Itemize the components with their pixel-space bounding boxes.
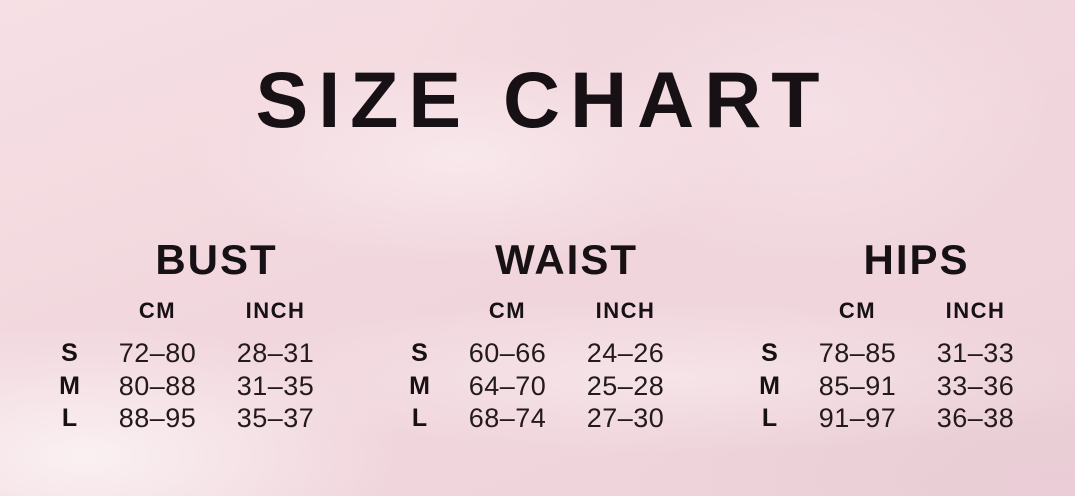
bust-table: CM INCH S 72–80 28–31 M 80–88 31–35 L 88… xyxy=(41,299,335,435)
waist-l-inch: 27–30 xyxy=(586,403,665,433)
size-label-m: M xyxy=(59,371,80,400)
section-waist: WAIST CM INCH S 60–66 24–26 M 64–70 25–2… xyxy=(391,239,685,435)
bust-m-inch: 31–35 xyxy=(236,370,315,401)
bust-s-cm: 72–80 xyxy=(118,338,197,368)
hips-s-cm: 78–85 xyxy=(818,338,897,368)
hips-table: CM INCH S 78–85 31–33 M 85–91 33–36 L 91… xyxy=(741,299,1035,435)
hips-l-inch: 36–38 xyxy=(936,403,1015,433)
col-header-inch: INCH xyxy=(595,298,656,323)
hips-m-inch: 33–36 xyxy=(936,370,1015,401)
size-label-m: M xyxy=(759,371,780,400)
corner-spacer xyxy=(391,299,449,337)
section-hips: HIPS CM INCH S 78–85 31–33 M 85–91 33–36… xyxy=(741,239,1035,435)
waist-m-inch: 25–28 xyxy=(586,370,665,401)
hips-s-inch: 31–33 xyxy=(936,338,1015,368)
corner-spacer xyxy=(41,299,99,337)
waist-m-cm: 64–70 xyxy=(468,370,547,401)
section-bust: BUST CM INCH S 72–80 28–31 M 80–88 31–35… xyxy=(41,239,335,435)
col-header-cm: CM xyxy=(488,298,527,323)
col-header-cm: CM xyxy=(838,298,877,323)
col-header-cm: CM xyxy=(138,298,177,323)
waist-l-cm: 68–74 xyxy=(468,403,547,433)
measurement-sections: BUST CM INCH S 72–80 28–31 M 80–88 31–35… xyxy=(0,239,1075,435)
size-label-l: L xyxy=(411,404,428,432)
size-label-s: S xyxy=(61,339,78,367)
size-label-l: L xyxy=(761,404,778,432)
section-title-waist: WAIST xyxy=(495,236,638,283)
section-title-bust: BUST xyxy=(155,236,278,283)
col-header-inch: INCH xyxy=(245,298,306,323)
page-title: SIZE CHART xyxy=(255,55,830,144)
bust-l-inch: 35–37 xyxy=(236,403,315,433)
hips-m-cm: 85–91 xyxy=(818,370,897,401)
hips-l-cm: 91–97 xyxy=(818,403,897,433)
col-header-inch: INCH xyxy=(945,298,1006,323)
waist-table: CM INCH S 60–66 24–26 M 64–70 25–28 L 68… xyxy=(391,299,685,435)
waist-s-cm: 60–66 xyxy=(468,338,547,368)
section-title-hips: HIPS xyxy=(863,236,970,283)
waist-s-inch: 24–26 xyxy=(586,338,665,368)
bust-l-cm: 88–95 xyxy=(118,403,197,433)
bust-m-cm: 80–88 xyxy=(118,370,197,401)
size-label-s: S xyxy=(761,339,778,367)
size-label-l: L xyxy=(61,404,78,432)
bust-s-inch: 28–31 xyxy=(236,338,315,368)
corner-spacer xyxy=(741,299,799,337)
size-label-s: S xyxy=(411,339,428,367)
size-label-m: M xyxy=(409,371,430,400)
